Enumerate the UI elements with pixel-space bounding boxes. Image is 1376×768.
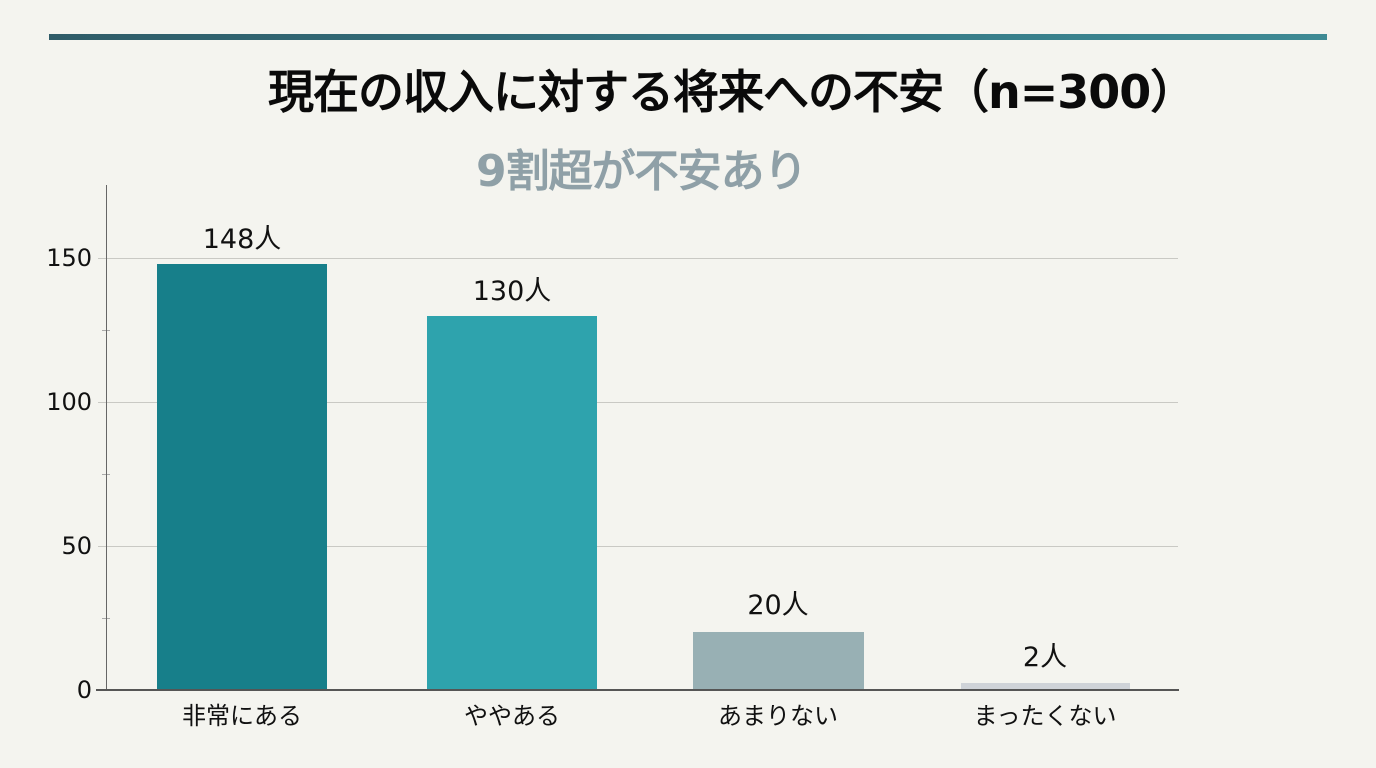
y-tick-label: 150 (46, 244, 92, 272)
x-category-label: ややある (464, 702, 560, 730)
bar-value-label: 2人 (1022, 642, 1068, 673)
bar-yaya-aru (427, 316, 597, 690)
x-category-label: 非常にある (182, 702, 302, 730)
gridline-100 (98, 402, 1178, 403)
bar-value-label: 20人 (747, 590, 809, 621)
y-axis-line (106, 185, 107, 691)
gridline-50 (98, 546, 1178, 547)
x-category-label: あまりない (718, 702, 838, 730)
y-tick-label: 50 (61, 532, 92, 560)
y-tick-label: 100 (46, 388, 92, 416)
y-tick-label: 0 (76, 676, 92, 704)
bar-value-label: 148人 (202, 224, 282, 255)
bar-hijou-ni-aru (157, 264, 327, 690)
chart-title: 現在の収入に対する将来への不安（n=300） (268, 65, 1196, 119)
bar-value-label: 130人 (472, 276, 552, 307)
x-axis-line (96, 689, 1179, 691)
bar-mattaku-nai (961, 683, 1130, 690)
x-category-label: まったくない (973, 702, 1117, 730)
chart-subtitle: 9割超が不安あり (476, 146, 808, 197)
header-accent-rule (49, 34, 1327, 40)
gridline-150 (98, 258, 1178, 259)
bar-amari-nai (693, 632, 864, 690)
